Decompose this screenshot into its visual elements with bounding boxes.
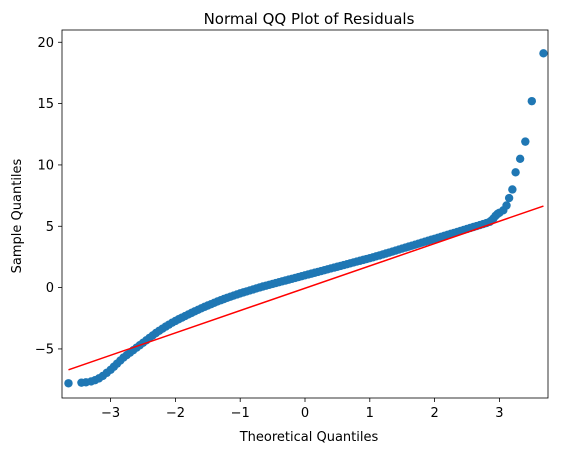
y-tick-label: 20 <box>37 36 54 51</box>
y-tick-label: 15 <box>37 97 54 112</box>
y-tick-label: 10 <box>37 158 54 173</box>
x-tick-label: −3 <box>101 406 120 421</box>
data-point <box>511 168 520 177</box>
data-point <box>504 193 514 203</box>
data-point <box>508 185 517 194</box>
x-tick-label: −1 <box>231 406 250 421</box>
y-tick-label: 0 <box>46 281 54 296</box>
x-tick-label: 2 <box>430 406 438 421</box>
x-tick-label: 0 <box>301 406 309 421</box>
data-point <box>502 201 511 210</box>
data-point <box>527 96 536 106</box>
plot-frame <box>61 29 549 399</box>
x-axis-label: Theoretical Quantiles <box>239 430 379 445</box>
chart-title: Normal QQ Plot of Residuals <box>204 10 415 28</box>
y-axis-label: Sample Quantiles <box>10 158 25 273</box>
y-tick-label: 5 <box>46 220 54 235</box>
y-tick-label: −5 <box>35 342 54 357</box>
x-axis-ticks: −3 −2 −1 0 1 2 3 <box>101 398 504 421</box>
data-point <box>515 154 525 163</box>
data-point <box>64 379 73 388</box>
x-tick-label: 1 <box>366 406 374 421</box>
data-point <box>521 137 530 146</box>
data-point <box>539 49 548 58</box>
y-axis-ticks: −5 0 5 10 15 20 <box>35 36 62 357</box>
reference-line <box>68 205 544 371</box>
x-tick-label: 3 <box>495 406 503 421</box>
x-tick-label: −2 <box>166 406 185 421</box>
